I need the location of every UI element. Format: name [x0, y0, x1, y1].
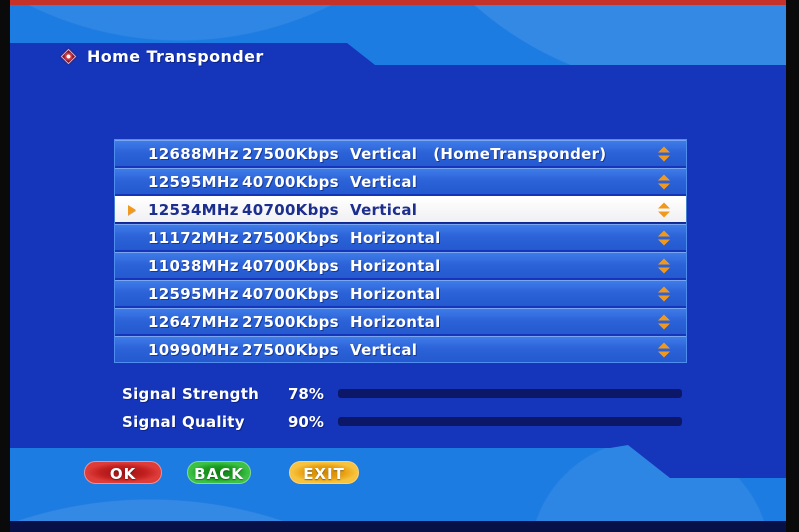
- chevron-down-icon: [658, 239, 670, 245]
- overscan-right-band: [786, 0, 799, 532]
- transponder-row[interactable]: 12534MHz 40700Kbps Vertical: [115, 196, 686, 222]
- signal-row: Signal Quality 90%: [122, 410, 702, 438]
- chevron-down-icon: [658, 351, 670, 357]
- chevron-down-icon: [658, 295, 670, 301]
- transponder-frequency: 11172MHz: [148, 228, 239, 247]
- chevron-up-icon: [658, 314, 670, 320]
- chevron-up-icon: [658, 258, 670, 264]
- transponder-list: 12688MHz 27500Kbps Vertical (HomeTranspo…: [115, 140, 686, 362]
- transponder-symbol-rate: 27500Kbps: [242, 312, 339, 331]
- signal-percent: 90%: [288, 413, 324, 431]
- overscan-left-band: [0, 0, 10, 532]
- back-button[interactable]: BACK: [187, 461, 251, 484]
- transponder-symbol-rate: 40700Kbps: [242, 284, 339, 303]
- transponder-row[interactable]: 11038MHz 40700Kbps Horizontal: [115, 252, 686, 278]
- up-down-arrows-icon: [658, 342, 670, 357]
- chevron-up-icon: [658, 342, 670, 348]
- signal-row: Signal Strength 78%: [122, 382, 702, 410]
- transponder-row[interactable]: 12595MHz 40700Kbps Vertical: [115, 168, 686, 194]
- transponder-frequency: 12595MHz: [148, 284, 239, 303]
- signal-label: Signal Strength: [122, 385, 260, 403]
- up-down-arrows-icon: [658, 174, 670, 189]
- transponder-polarization: Vertical: [350, 200, 418, 219]
- chevron-down-icon: [658, 155, 670, 161]
- signal-bar: [338, 389, 682, 398]
- chevron-up-icon: [658, 202, 670, 208]
- diamond-bullet-icon: [60, 48, 77, 65]
- transponder-row[interactable]: 12595MHz 40700Kbps Horizontal: [115, 280, 686, 306]
- transponder-frequency: 12688MHz: [148, 144, 239, 163]
- exit-button[interactable]: EXIT: [289, 461, 359, 484]
- transponder-frequency: 10990MHz: [148, 340, 239, 359]
- transponder-polarization: Horizontal: [350, 228, 441, 247]
- top-red-strip: [10, 0, 786, 5]
- transponder-frequency: 12647MHz: [148, 312, 239, 331]
- signal-section: Signal Strength 78% Signal Quality 90%: [122, 382, 702, 438]
- chevron-up-icon: [658, 230, 670, 236]
- page-title: Home Transponder: [87, 47, 264, 66]
- transponder-polarization: Horizontal: [350, 256, 441, 275]
- transponder-row[interactable]: 10990MHz 27500Kbps Vertical: [115, 336, 686, 362]
- page-title-row: Home Transponder: [60, 47, 264, 66]
- chevron-down-icon: [658, 267, 670, 273]
- transponder-polarization: Vertical: [350, 144, 418, 163]
- up-down-arrows-icon: [658, 146, 670, 161]
- transponder-symbol-rate: 40700Kbps: [242, 200, 339, 219]
- chevron-down-icon: [658, 183, 670, 189]
- transponder-symbol-rate: 27500Kbps: [242, 228, 339, 247]
- up-down-arrows-icon: [658, 286, 670, 301]
- transponder-polarization: Horizontal: [350, 284, 441, 303]
- transponder-tag: (HomeTransponder): [433, 144, 607, 163]
- transponder-frequency: 12534MHz: [148, 200, 239, 219]
- chevron-down-icon: [658, 211, 670, 217]
- chevron-up-icon: [658, 146, 670, 152]
- transponder-symbol-rate: 40700Kbps: [242, 172, 339, 191]
- signal-label: Signal Quality: [122, 413, 245, 431]
- up-down-arrows-icon: [658, 202, 670, 217]
- up-down-arrows-icon: [658, 230, 670, 245]
- transponder-row[interactable]: 11172MHz 27500Kbps Horizontal: [115, 224, 686, 250]
- ok-button[interactable]: OK: [84, 461, 162, 484]
- transponder-polarization: Vertical: [350, 172, 418, 191]
- chevron-up-icon: [658, 286, 670, 292]
- transponder-row[interactable]: 12688MHz 27500Kbps Vertical (HomeTranspo…: [115, 140, 686, 166]
- selection-arrow-icon: [128, 204, 136, 215]
- bottom-navy-strip: [10, 521, 786, 532]
- transponder-polarization: Horizontal: [350, 312, 441, 331]
- transponder-symbol-rate: 27500Kbps: [242, 340, 339, 359]
- transponder-frequency: 12595MHz: [148, 172, 239, 191]
- chevron-down-icon: [658, 323, 670, 329]
- screen: Home Transponder 12688MHz 27500Kbps Vert…: [10, 0, 786, 532]
- up-down-arrows-icon: [658, 258, 670, 273]
- transponder-row[interactable]: 12647MHz 27500Kbps Horizontal: [115, 308, 686, 334]
- up-down-arrows-icon: [658, 314, 670, 329]
- transponder-symbol-rate: 27500Kbps: [242, 144, 339, 163]
- transponder-symbol-rate: 40700Kbps: [242, 256, 339, 275]
- transponder-frequency: 11038MHz: [148, 256, 239, 275]
- transponder-polarization: Vertical: [350, 340, 418, 359]
- signal-bar: [338, 417, 682, 426]
- chevron-up-icon: [658, 174, 670, 180]
- signal-percent: 78%: [288, 385, 324, 403]
